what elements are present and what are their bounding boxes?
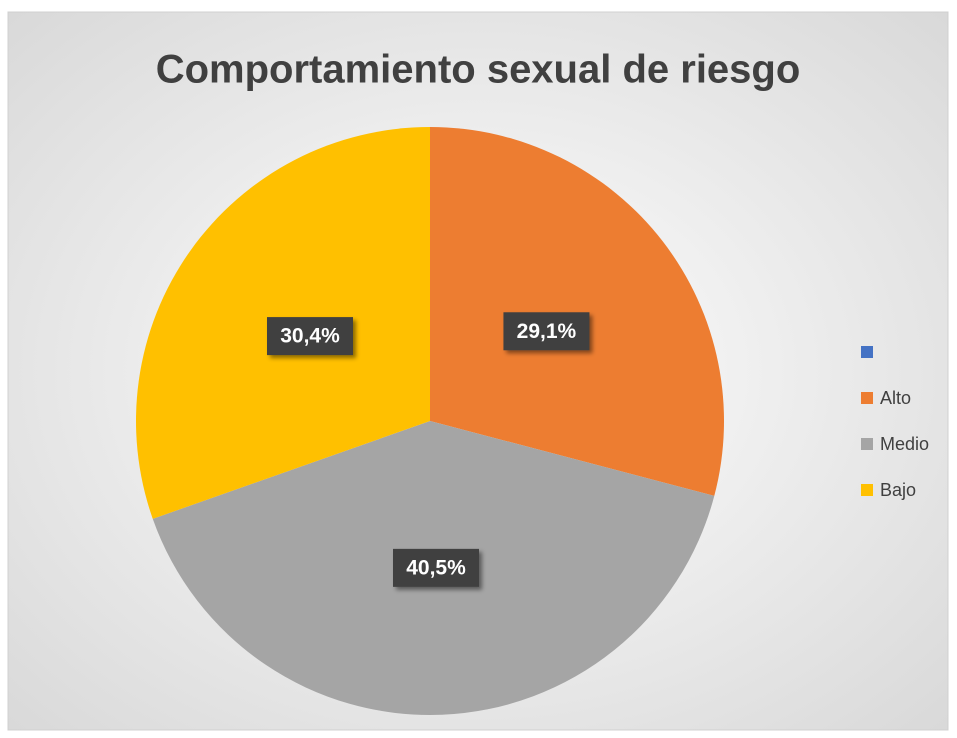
legend-swatch xyxy=(861,484,873,496)
pie-slice xyxy=(430,127,725,496)
data-label-box xyxy=(503,312,590,351)
legend-swatch xyxy=(861,392,873,404)
legend-swatch xyxy=(861,438,873,450)
legend-swatch xyxy=(861,346,873,358)
legend-label: Alto xyxy=(880,388,911,408)
data-label-text: 29,1% xyxy=(517,320,577,343)
data-label-box xyxy=(393,548,480,587)
legend-label: Bajo xyxy=(880,480,916,500)
data-label-box xyxy=(266,317,353,356)
data-label-text: 30,4% xyxy=(280,325,340,348)
legend-label: Medio xyxy=(880,434,929,454)
chart-title: Comportamiento sexual de riesgo xyxy=(156,48,801,92)
data-label: 29,1% xyxy=(503,312,590,351)
data-label: 40,5% xyxy=(393,548,480,587)
data-label: 30,4% xyxy=(266,317,353,356)
data-label-text: 40,5% xyxy=(406,556,466,579)
